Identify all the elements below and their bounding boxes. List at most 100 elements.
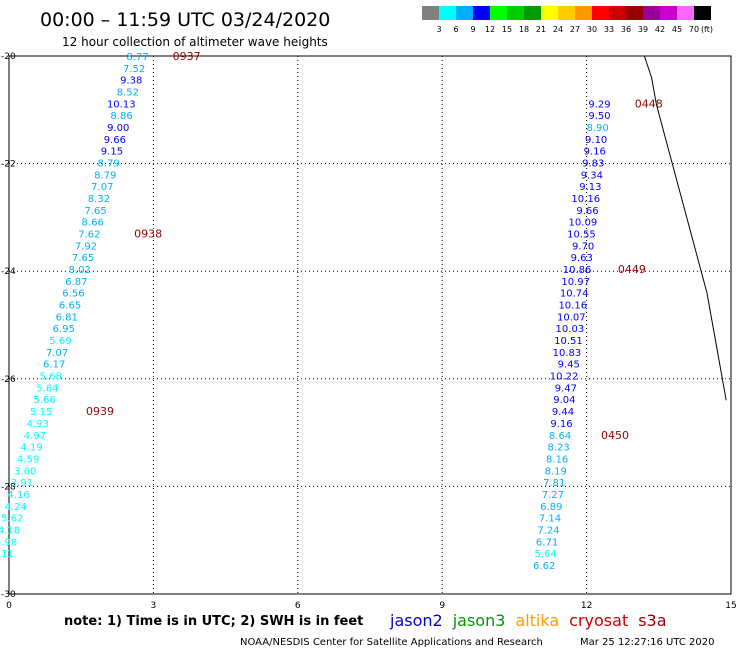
- pass-time-label: 0448: [635, 97, 663, 110]
- wave-height-label: 6.62: [533, 561, 555, 572]
- wave-height-label: 10.51: [554, 336, 583, 347]
- x-tick-label: 12: [581, 601, 592, 611]
- wave-height-label: 7.14: [539, 514, 561, 525]
- color-scale-legend: 3 6 9 12 15 18 21 24 27 30 33 36 39 42 45 70 (ft): [422, 6, 713, 34]
- scale-swatch: [541, 6, 558, 20]
- wave-height-label: 8.23: [547, 443, 569, 454]
- wave-height-label: 8.02: [69, 265, 91, 276]
- wave-height-label: 5.68: [40, 372, 62, 383]
- wave-height-label: 4.24: [5, 502, 27, 513]
- pass-time-label: 0450: [601, 429, 629, 442]
- wave-height-label: 9.70: [572, 241, 594, 252]
- wave-height-label: 6.89: [540, 502, 562, 513]
- x-tick-label: 9: [439, 601, 445, 611]
- wave-height-label: 9.63: [571, 253, 593, 264]
- wave-height-label: 7.92: [75, 241, 97, 252]
- wave-height-label: 7.65: [72, 253, 94, 264]
- wave-height-label: 4.93: [27, 419, 49, 430]
- wave-height-label: 9.44: [552, 407, 574, 418]
- satellite-legend: jason2 jason3 altika cryosat s3a: [389, 611, 667, 630]
- scale-swatch: [422, 6, 439, 20]
- wave-height-label: 8.79: [97, 159, 119, 170]
- pass-time-label: 0939: [86, 405, 114, 418]
- scale-label: 70: [689, 25, 699, 34]
- wave-height-label: 7.27: [542, 490, 564, 501]
- scale-label: 18: [519, 25, 529, 34]
- wave-height-label: 5.11: [0, 549, 14, 560]
- wave-height-label: 9.38: [120, 76, 142, 87]
- wave-height-label: 8.86: [110, 111, 132, 122]
- pass-time-label: 0938: [134, 228, 162, 241]
- x-tick-label: 3: [151, 601, 157, 611]
- wave-height-label: 9.15: [101, 147, 123, 158]
- scale-swatch: [643, 6, 660, 20]
- wave-height-label: 5.64: [36, 383, 58, 394]
- satellite-legend-item: jason3: [452, 611, 506, 630]
- scale-swatch: [677, 6, 694, 20]
- chart-title: 00:00 – 11:59 UTC 03/24/2020: [40, 9, 330, 31]
- wave-height-label: 9.66: [104, 135, 126, 146]
- y-tick-label: -30: [1, 590, 16, 600]
- wave-height-label: 10.07: [557, 312, 586, 323]
- footer-note: note: 1) Time is in UTC; 2) SWH is in fe…: [64, 614, 363, 629]
- scale-label: 12: [485, 25, 495, 34]
- scale-unit: (ft): [701, 25, 713, 34]
- wave-height-label: 7.81: [543, 478, 565, 489]
- wave-height-label: 6.17: [43, 360, 65, 371]
- wave-height-label: 3.60: [14, 466, 36, 477]
- scale-label: 39: [638, 25, 648, 34]
- scale-swatch: [694, 6, 711, 20]
- wave-height-label: 4.19: [20, 443, 42, 454]
- wave-height-label: 9.45: [558, 360, 580, 371]
- scale-swatch: [660, 6, 677, 20]
- scale-swatch: [456, 6, 473, 20]
- scale-label: 3: [436, 25, 441, 34]
- footer-credit: NOAA/NESDIS Center for Satellite Applica…: [240, 637, 543, 648]
- x-tick-label: 15: [725, 601, 736, 611]
- x-tick-label: 6: [295, 601, 301, 611]
- wave-height-label: 4.59: [17, 454, 39, 465]
- satellite-legend-item: s3a: [638, 611, 666, 630]
- wave-height-label: 5.64: [534, 549, 556, 560]
- scale-label: 9: [470, 25, 475, 34]
- satellite-legend-item: jason2: [389, 611, 443, 630]
- wave-height-label: 6.87: [65, 277, 87, 288]
- wave-height-label: 4.97: [24, 431, 46, 442]
- wave-height-label: 4.18: [0, 525, 20, 536]
- wave-height-label: 3.91: [11, 478, 33, 489]
- wave-height-label: 7.62: [78, 230, 100, 241]
- scale-label: 15: [502, 25, 512, 34]
- wave-height-label: 10.22: [550, 372, 579, 383]
- wave-height-label: 6.71: [536, 537, 558, 548]
- scale-label: 45: [672, 25, 682, 34]
- scale-label: 24: [553, 25, 563, 34]
- wave-height-label: 9.13: [579, 182, 601, 193]
- y-tick-label: -28: [1, 482, 16, 492]
- scale-swatch: [609, 6, 626, 20]
- wave-height-label: 10.74: [560, 289, 589, 300]
- wave-height-label: 8.79: [94, 170, 116, 181]
- x-tick-label: 0: [6, 601, 12, 611]
- wave-height-label: 5.69: [49, 336, 71, 347]
- wave-height-label: 9.83: [582, 159, 604, 170]
- wave-height-label: 7.65: [84, 206, 106, 217]
- wave-height-label: 7.07: [91, 182, 113, 193]
- scale-label: 27: [570, 25, 580, 34]
- footer-timestamp: Mar 25 12:27:16 UTC 2020: [580, 637, 715, 648]
- pass-time-label: 0449: [618, 263, 646, 276]
- wave-height-label: 9.66: [576, 206, 598, 217]
- wave-height-label: 10.86: [563, 265, 592, 276]
- pass-time-label: 0937: [173, 50, 201, 63]
- scale-swatch: [626, 6, 643, 20]
- wave-height-label: 10.55: [567, 230, 596, 241]
- wave-height-label: 6.65: [59, 301, 81, 312]
- wave-height-label: 10.03: [556, 324, 585, 335]
- scale-label: 36: [621, 25, 631, 34]
- y-tick-label: -26: [1, 375, 16, 385]
- wave-height-label: 9.50: [588, 111, 610, 122]
- wave-height-label: 6.81: [56, 312, 78, 323]
- wave-height-label: 4.16: [7, 490, 29, 501]
- wave-height-label: 5.66: [33, 395, 55, 406]
- wave-height-label: 8.90: [586, 123, 608, 134]
